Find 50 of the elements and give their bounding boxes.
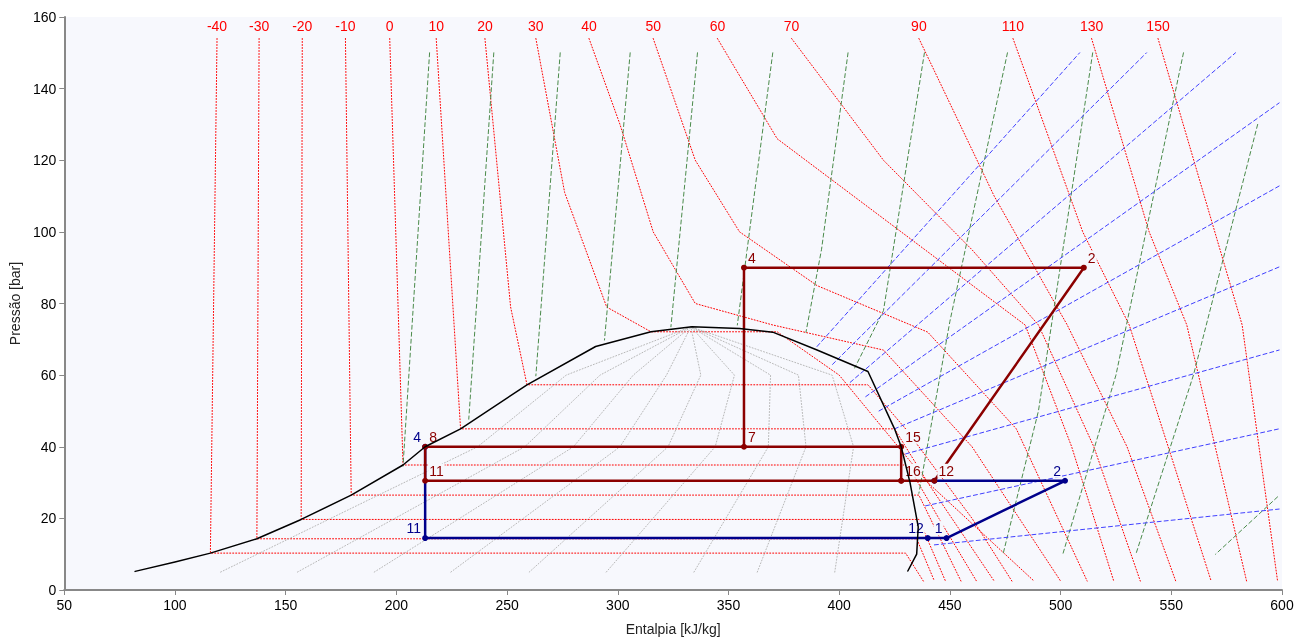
x-tick-label: 100	[163, 597, 187, 613]
y-axis-title: Pressão [bar]	[7, 261, 23, 346]
y-tick-label: 160	[32, 9, 57, 25]
annotation: 2	[1087, 249, 1096, 266]
series-label: 90	[911, 18, 927, 35]
series-label: 110	[1001, 18, 1025, 35]
y-tick-label: 80	[40, 295, 57, 312]
annotation: 8	[429, 428, 438, 445]
series-label: -40	[206, 18, 228, 35]
series-label: -30	[248, 18, 270, 35]
x-axis-title: Entalpia [kJ/kg]	[625, 621, 721, 637]
series-label: 60	[709, 18, 726, 35]
x-tick-label: 350	[716, 597, 741, 613]
series-label: 150	[1146, 18, 1170, 35]
x-tick-label: 500	[1048, 597, 1073, 613]
annotation: 2	[1053, 462, 1062, 479]
y-tick-label: 0	[48, 582, 57, 598]
annotation: 4	[413, 428, 422, 445]
annotation: 11	[406, 520, 422, 537]
y-tick-label: 120	[32, 152, 57, 169]
annotation: 4	[747, 249, 756, 266]
x-tick-label: 300	[606, 597, 630, 613]
series-label: 70	[783, 18, 800, 35]
y-tick-label: 40	[40, 438, 57, 455]
series-label: 130	[1079, 18, 1104, 35]
x-tick-label: 400	[827, 597, 852, 613]
annotation: 7	[747, 428, 756, 445]
y-tick-label: 100	[32, 223, 57, 240]
series-label: 50	[645, 18, 662, 35]
x-tick-label: 150	[273, 597, 298, 613]
series-label: 0	[385, 18, 394, 35]
series-label: 20	[477, 18, 493, 35]
x-tick-label: 550	[1159, 597, 1184, 613]
x-tick-label: 50	[56, 597, 73, 613]
x-tick-label: 450	[938, 597, 962, 613]
series-label: 40	[581, 18, 597, 35]
y-tick-label: 20	[40, 510, 57, 527]
series-label: 10	[428, 18, 445, 35]
series-label: 30	[528, 18, 544, 35]
annotation: 15	[905, 428, 921, 445]
annotation: 11	[429, 462, 444, 479]
annotation: 12	[938, 462, 955, 479]
series-label: -20	[292, 18, 313, 35]
series-label: -10	[335, 18, 356, 35]
x-tick-label: 600	[1270, 597, 1294, 613]
x-tick-label: 250	[495, 597, 519, 613]
y-tick-label: 140	[32, 80, 57, 97]
x-tick-label: 200	[384, 597, 409, 613]
annotation: 1	[934, 520, 943, 537]
y-tick-label: 60	[40, 367, 57, 384]
